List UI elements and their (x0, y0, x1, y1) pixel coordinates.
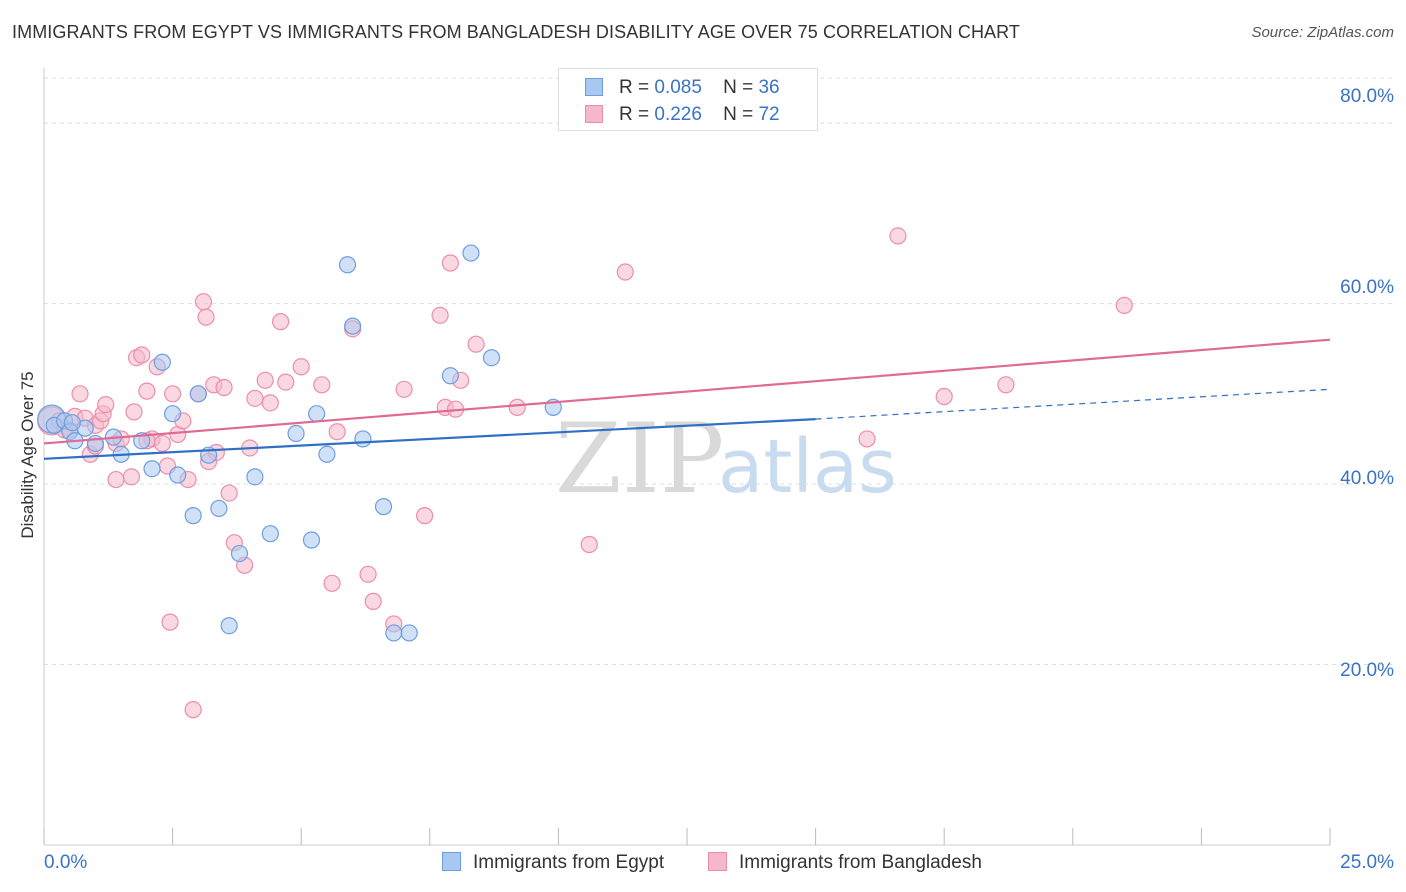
bangladesh-point (220, 484, 238, 502)
watermark-zip: ZIP (555, 403, 724, 515)
egypt-point (169, 466, 187, 484)
egypt-point (220, 617, 238, 635)
x-tick-label-max: 25.0% (1340, 852, 1394, 873)
bangladesh-trend-line (43, 338, 1331, 445)
bangladesh-point (97, 396, 115, 414)
chart-title: IMMIGRANTS FROM EGYPT VS IMMIGRANTS FROM… (12, 22, 1021, 42)
bangladesh-point (441, 254, 459, 272)
bangladesh-point (138, 382, 156, 400)
egypt-point (318, 445, 336, 463)
bangladesh-point (164, 385, 182, 403)
bangladesh-point (122, 468, 141, 486)
bangladesh-point (323, 574, 341, 592)
egypt-point (189, 385, 207, 403)
legend-egypt-label: Immigrants from Egypt (473, 852, 665, 873)
bangladesh-point (395, 380, 413, 398)
bangladesh-point (272, 313, 290, 331)
egypt-trend-extension (815, 388, 1331, 420)
egypt-point (400, 624, 418, 642)
egypt-point (302, 531, 321, 549)
bangladesh-point (256, 371, 274, 389)
egypt-point (308, 405, 326, 423)
bangladesh-point (197, 308, 215, 326)
source-label: Source: ZipAtlas.com (1251, 24, 1394, 41)
egypt-point (153, 353, 171, 371)
bangladesh-point (161, 613, 179, 631)
egypt-r-label: R = (619, 77, 650, 98)
bangladesh-point (153, 434, 171, 453)
bangladesh-r-value: 0.226 (654, 104, 702, 125)
bangladesh-point (313, 376, 331, 394)
legend-item-bangladesh: Immigrants from Bangladesh (708, 852, 982, 874)
bangladesh-point (215, 378, 233, 397)
bangladesh-point (431, 306, 449, 324)
y-tick-label-20: 20.0% (1340, 660, 1394, 681)
egypt-point (246, 468, 264, 486)
y-tick-label-60: 60.0% (1340, 277, 1394, 298)
bangladesh-point (71, 385, 89, 403)
bangladesh-point (277, 373, 295, 391)
egypt-point (261, 525, 279, 543)
bangladesh-point (1115, 296, 1133, 314)
legend-bangladesh-swatch (708, 852, 727, 871)
stats-legend: R = 0.085 N = 36 R = 0.226 N = 72 (558, 68, 818, 131)
bangladesh-point (580, 535, 598, 554)
legend-item-egypt: Immigrants from Egypt (442, 852, 664, 874)
y-tick-label-80: 80.0% (1340, 86, 1394, 107)
legend-bangladesh-label: Immigrants from Bangladesh (739, 852, 982, 873)
bangladesh-point (328, 423, 346, 441)
egypt-point (63, 414, 81, 432)
egypt-point (287, 424, 305, 443)
egypt-r-value: 0.085 (654, 77, 702, 98)
legend-egypt-swatch (442, 852, 461, 871)
egypt-point (482, 349, 501, 367)
egypt-point (344, 317, 362, 335)
bangladesh-point (125, 403, 143, 421)
egypt-point (385, 624, 403, 642)
bangladesh-point (997, 376, 1015, 394)
egypt-point (338, 256, 357, 274)
gridlines (44, 77, 1392, 666)
bangladesh-point (935, 387, 953, 406)
bangladesh-point (194, 293, 213, 311)
bangladesh-point (359, 565, 377, 583)
egypt-trend-line (43, 417, 816, 460)
bangladesh-point (416, 507, 434, 525)
bangladesh-point (133, 346, 151, 364)
bangladesh-point (292, 358, 310, 376)
bangladesh-point (364, 592, 382, 610)
egypt-points (37, 244, 562, 642)
bangladesh-point (261, 394, 279, 412)
egypt-swatch (585, 78, 603, 96)
egypt-n-value: 36 (758, 77, 780, 98)
egypt-point (374, 498, 393, 516)
egypt-point (230, 544, 249, 563)
bangladesh-swatch (585, 105, 603, 123)
egypt-point (184, 507, 202, 525)
bangladesh-n-label: N = (723, 104, 754, 125)
egypt-point (164, 405, 182, 423)
bangladesh-point (184, 701, 202, 719)
x-tick-label-min: 0.0% (44, 852, 88, 873)
bangladesh-point (246, 389, 264, 407)
bangladesh-point (107, 470, 125, 489)
egypt-point (462, 244, 480, 262)
egypt-point (441, 367, 459, 385)
axes (43, 68, 1331, 846)
bangladesh-point (858, 430, 876, 448)
egypt-point (210, 499, 228, 518)
bangladesh-point (616, 263, 634, 281)
egypt-point (143, 460, 161, 478)
egypt-point (354, 430, 372, 448)
bangladesh-point (467, 335, 485, 353)
trend-lines (43, 338, 1331, 460)
egypt-n-label: N = (723, 77, 754, 98)
bangladesh-n-value: 72 (758, 104, 780, 125)
bangladesh-point (508, 398, 526, 416)
bangladesh-point (889, 227, 907, 245)
bangladesh-r-label: R = (619, 104, 650, 125)
y-tick-label-40: 40.0% (1340, 468, 1394, 489)
